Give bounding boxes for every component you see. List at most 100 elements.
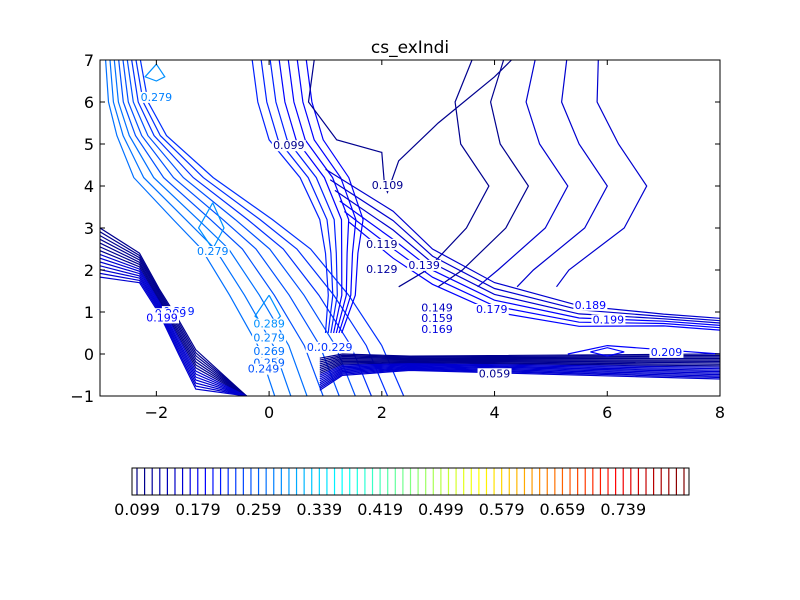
y-tick-label: 4 <box>84 177 94 196</box>
contour-line <box>139 60 405 396</box>
contour-label: 0.109 <box>372 179 404 192</box>
contour-label-bg <box>420 302 455 314</box>
x-tick-label: 4 <box>489 403 499 422</box>
contour-line <box>325 168 720 319</box>
contour-label: 0.129 <box>366 263 398 276</box>
colorbar-lines <box>136 468 685 495</box>
colorbar-tick-label: 0.659 <box>540 500 586 519</box>
contour-line <box>100 265 247 396</box>
contour-line <box>319 364 720 380</box>
contour-line <box>516 60 608 288</box>
colorbar-tick-label: 0.499 <box>418 500 464 519</box>
contour-line <box>319 354 720 361</box>
contour-line <box>590 347 625 357</box>
contour-label-bg <box>573 299 608 311</box>
contour-line <box>287 60 350 334</box>
y-tick-label: −1 <box>70 387 94 406</box>
contour-label: 0.099 <box>273 139 305 152</box>
contour-label-bg <box>139 91 174 103</box>
contour-line <box>100 272 247 396</box>
contour-label: 0.199 <box>146 311 178 324</box>
contour-line <box>319 360 720 371</box>
contour-label-bg <box>591 314 626 326</box>
contour-line <box>319 357 720 365</box>
contour-label-bg <box>252 346 287 357</box>
x-axis: −2 0 2 4 6 8 <box>145 60 725 422</box>
y-tick-label: 3 <box>84 219 94 238</box>
contour-label-bg <box>364 264 399 276</box>
contour-line <box>100 227 247 396</box>
contour-line <box>319 369 720 391</box>
contour-label: 0.179 <box>476 303 508 316</box>
contour-label-bg <box>246 363 281 375</box>
contour-label: 0.199 <box>593 314 625 327</box>
contour-label-bg <box>407 259 442 271</box>
contour-label: 0.169 <box>421 323 453 336</box>
contour-label: 0.249 <box>248 363 280 376</box>
contour-line <box>278 60 343 334</box>
y-tick-label: 1 <box>84 303 94 322</box>
contour-label-bg <box>474 304 509 315</box>
x-tick-label: −2 <box>145 403 169 422</box>
contour-label: 0.189 <box>575 299 607 312</box>
contour-label: 0.139 <box>408 259 440 272</box>
plot-area: 0.099 0.109 0.119 0.129 0.139 0.1490.1590.169… <box>99 59 721 397</box>
contour-line <box>319 366 720 384</box>
contour-line <box>296 60 357 334</box>
contour-line <box>319 353 720 359</box>
contour-label-bg <box>319 341 354 353</box>
contour-line <box>100 261 247 396</box>
contour-line <box>319 368 720 388</box>
contour-line <box>105 60 276 396</box>
y-tick-label: 7 <box>84 51 94 70</box>
contour-line <box>135 60 389 396</box>
contour-label-bg <box>420 324 455 336</box>
contour-label: 0.269 <box>253 345 285 358</box>
contour-label-bg <box>252 318 287 330</box>
contour-label: 0.279 <box>141 91 173 104</box>
y-tick-label: 0 <box>84 345 94 364</box>
contour-line <box>260 60 334 334</box>
colorbar-tick-label: 0.579 <box>479 500 525 519</box>
contour-label: 0.229 <box>321 341 353 354</box>
contour-label: 0.209 <box>651 346 683 359</box>
y-axis: −1 0 1 2 3 4 5 6 7 <box>70 51 720 406</box>
contour-label: 0.279 <box>253 332 285 345</box>
contour-line <box>126 60 356 396</box>
contour-line <box>319 358 720 367</box>
colorbar-ticks: 0.099 0.179 0.259 0.339 0.419 0.499 0.579 0.659… <box>114 500 646 519</box>
x-tick-label: 6 <box>602 403 612 422</box>
colorbar-tick-label: 0.739 <box>600 500 646 519</box>
contour-line <box>319 363 720 378</box>
contour-line <box>269 60 338 334</box>
contour-line <box>319 362 720 374</box>
colorbar-tick-label: 0.419 <box>357 500 403 519</box>
contour-label: 0.059 <box>479 367 511 380</box>
contour-line <box>437 60 530 288</box>
contour-line <box>144 63 166 82</box>
x-tick-label: 2 <box>377 403 387 422</box>
colorbar-tick-label: 0.339 <box>296 500 342 519</box>
contour-label-bg <box>364 238 399 250</box>
contour-line <box>567 344 720 355</box>
contour-labels: 0.099 0.109 0.119 0.129 0.139 0.1490.1590.169… <box>139 91 684 380</box>
contour-line <box>251 60 329 334</box>
contour-line <box>100 269 247 396</box>
contour-label-bg <box>420 313 455 325</box>
contour-label: 0.149 <box>421 302 453 315</box>
y-tick-label: 2 <box>84 261 94 280</box>
contour-label-bg <box>370 180 405 192</box>
contour-label: 0.289 <box>253 318 285 331</box>
y-tick-label: 6 <box>84 93 94 112</box>
colorbar-tick-label: 0.099 <box>114 500 160 519</box>
colorbar-tick-label: 0.259 <box>236 500 282 519</box>
chart-title: cs_exIndi <box>371 38 449 58</box>
contour-label-bg <box>477 368 512 380</box>
contour-line <box>319 365 720 382</box>
contour-line <box>319 361 720 372</box>
contour-label-bg <box>145 312 179 324</box>
contour-line <box>319 355 720 363</box>
contour-line <box>319 359 720 369</box>
contour-label-bg <box>649 346 684 358</box>
